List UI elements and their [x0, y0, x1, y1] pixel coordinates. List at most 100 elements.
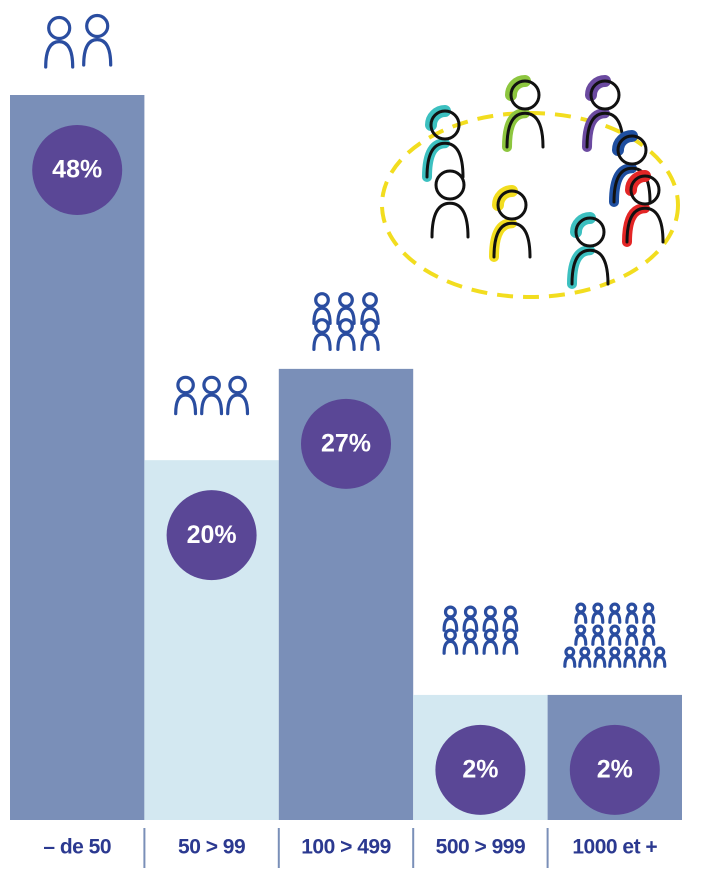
person-icon — [644, 626, 654, 644]
person-icon — [576, 626, 586, 644]
person-head — [87, 16, 108, 37]
person-icon — [84, 16, 111, 66]
person-body — [362, 334, 378, 349]
person-icon — [644, 604, 654, 622]
category-label: 500 > 999 — [436, 836, 526, 859]
person-icon — [593, 604, 603, 622]
person-body — [610, 613, 620, 622]
person-icon — [176, 377, 196, 413]
person-head — [645, 604, 653, 612]
person-icon — [228, 377, 248, 413]
person-body — [444, 618, 457, 630]
value-label: 2% — [597, 756, 633, 784]
category-label: – de 50 — [43, 836, 111, 859]
person-body — [627, 635, 637, 644]
person-body — [576, 613, 586, 622]
person-icon — [504, 630, 517, 653]
person-head — [204, 377, 219, 392]
person-icon — [610, 604, 620, 622]
person-icon — [464, 630, 477, 653]
person-icon — [504, 607, 517, 630]
person-head — [486, 607, 496, 617]
person-body — [84, 40, 111, 65]
person-icon — [576, 604, 586, 622]
person-body — [202, 395, 222, 414]
person-head — [316, 320, 329, 333]
person-body — [228, 395, 248, 414]
person-body — [464, 641, 477, 653]
value-label: 2% — [462, 756, 498, 784]
person-body — [338, 334, 354, 349]
person-head — [656, 648, 664, 656]
category-label: 50 > 99 — [178, 836, 245, 859]
person-icon — [625, 648, 635, 666]
value-label: 48% — [52, 156, 102, 184]
person-head — [628, 604, 636, 612]
person-icon — [362, 320, 378, 350]
person-head — [594, 604, 602, 612]
person-icon — [627, 626, 637, 644]
person-head — [596, 648, 604, 656]
person-head — [436, 171, 464, 199]
person-head — [641, 648, 649, 656]
person-icon — [595, 648, 605, 666]
person-head — [340, 320, 353, 333]
person-icon — [444, 607, 457, 630]
category-label: 100 > 499 — [301, 836, 391, 859]
person-body — [576, 635, 586, 644]
person-icon — [640, 648, 650, 666]
person-head — [446, 607, 456, 617]
category-label: 1000 et + — [572, 836, 657, 859]
person-body — [565, 657, 575, 666]
person-head — [628, 626, 636, 634]
person-body — [640, 657, 650, 666]
person-body — [595, 657, 605, 666]
person-head — [49, 18, 70, 39]
person-head — [594, 626, 602, 634]
person-icon — [572, 218, 608, 284]
person-icon — [580, 648, 590, 666]
person-body — [593, 613, 603, 622]
person-icon — [655, 648, 665, 666]
person-body — [504, 618, 517, 630]
person-body — [655, 657, 665, 666]
person-icon — [444, 630, 457, 653]
person-body — [625, 657, 635, 666]
person-head — [645, 626, 653, 634]
person-icon — [494, 191, 530, 257]
person-head — [581, 648, 589, 656]
person-head — [611, 626, 619, 634]
person-body — [627, 613, 637, 622]
person-body — [432, 203, 468, 237]
person-icon — [610, 648, 620, 666]
person-body — [644, 635, 654, 644]
person-head — [178, 377, 193, 392]
person-icon — [314, 320, 330, 350]
person-head — [506, 607, 516, 617]
person-body — [484, 641, 497, 653]
person-head — [364, 320, 377, 333]
person-head — [466, 607, 476, 617]
person-head — [611, 604, 619, 612]
value-label: 20% — [187, 521, 237, 549]
value-label: 27% — [321, 429, 371, 457]
chart: 48% – de 50 20% 50 > 99 27% 100 > 499 2% 500 > … — [0, 0, 710, 871]
person-body — [176, 395, 196, 414]
person-icon — [484, 607, 497, 630]
person-icon — [202, 377, 222, 413]
person-head — [316, 294, 329, 307]
person-body — [610, 635, 620, 644]
person-head — [446, 630, 456, 640]
person-head — [340, 294, 353, 307]
person-body — [464, 618, 477, 630]
person-icon — [464, 607, 477, 630]
person-icon — [593, 626, 603, 644]
person-head — [364, 294, 377, 307]
person-head — [506, 630, 516, 640]
person-icon — [627, 176, 663, 242]
person-icon — [610, 626, 620, 644]
person-head — [230, 377, 245, 392]
person-body — [644, 613, 654, 622]
person-head — [566, 648, 574, 656]
person-head — [577, 626, 585, 634]
